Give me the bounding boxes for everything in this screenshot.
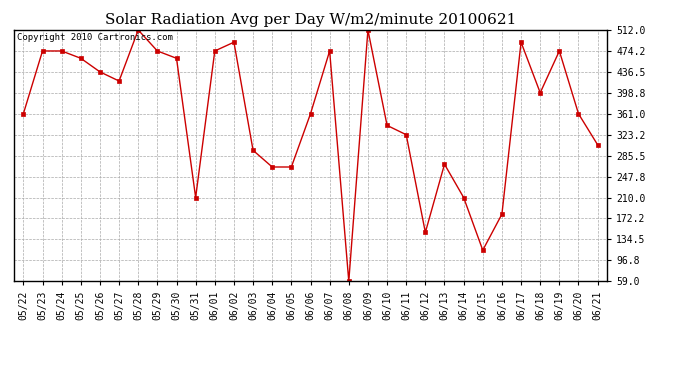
Title: Solar Radiation Avg per Day W/m2/minute 20100621: Solar Radiation Avg per Day W/m2/minute … [105,13,516,27]
Text: Copyright 2010 Cartronics.com: Copyright 2010 Cartronics.com [17,33,172,42]
